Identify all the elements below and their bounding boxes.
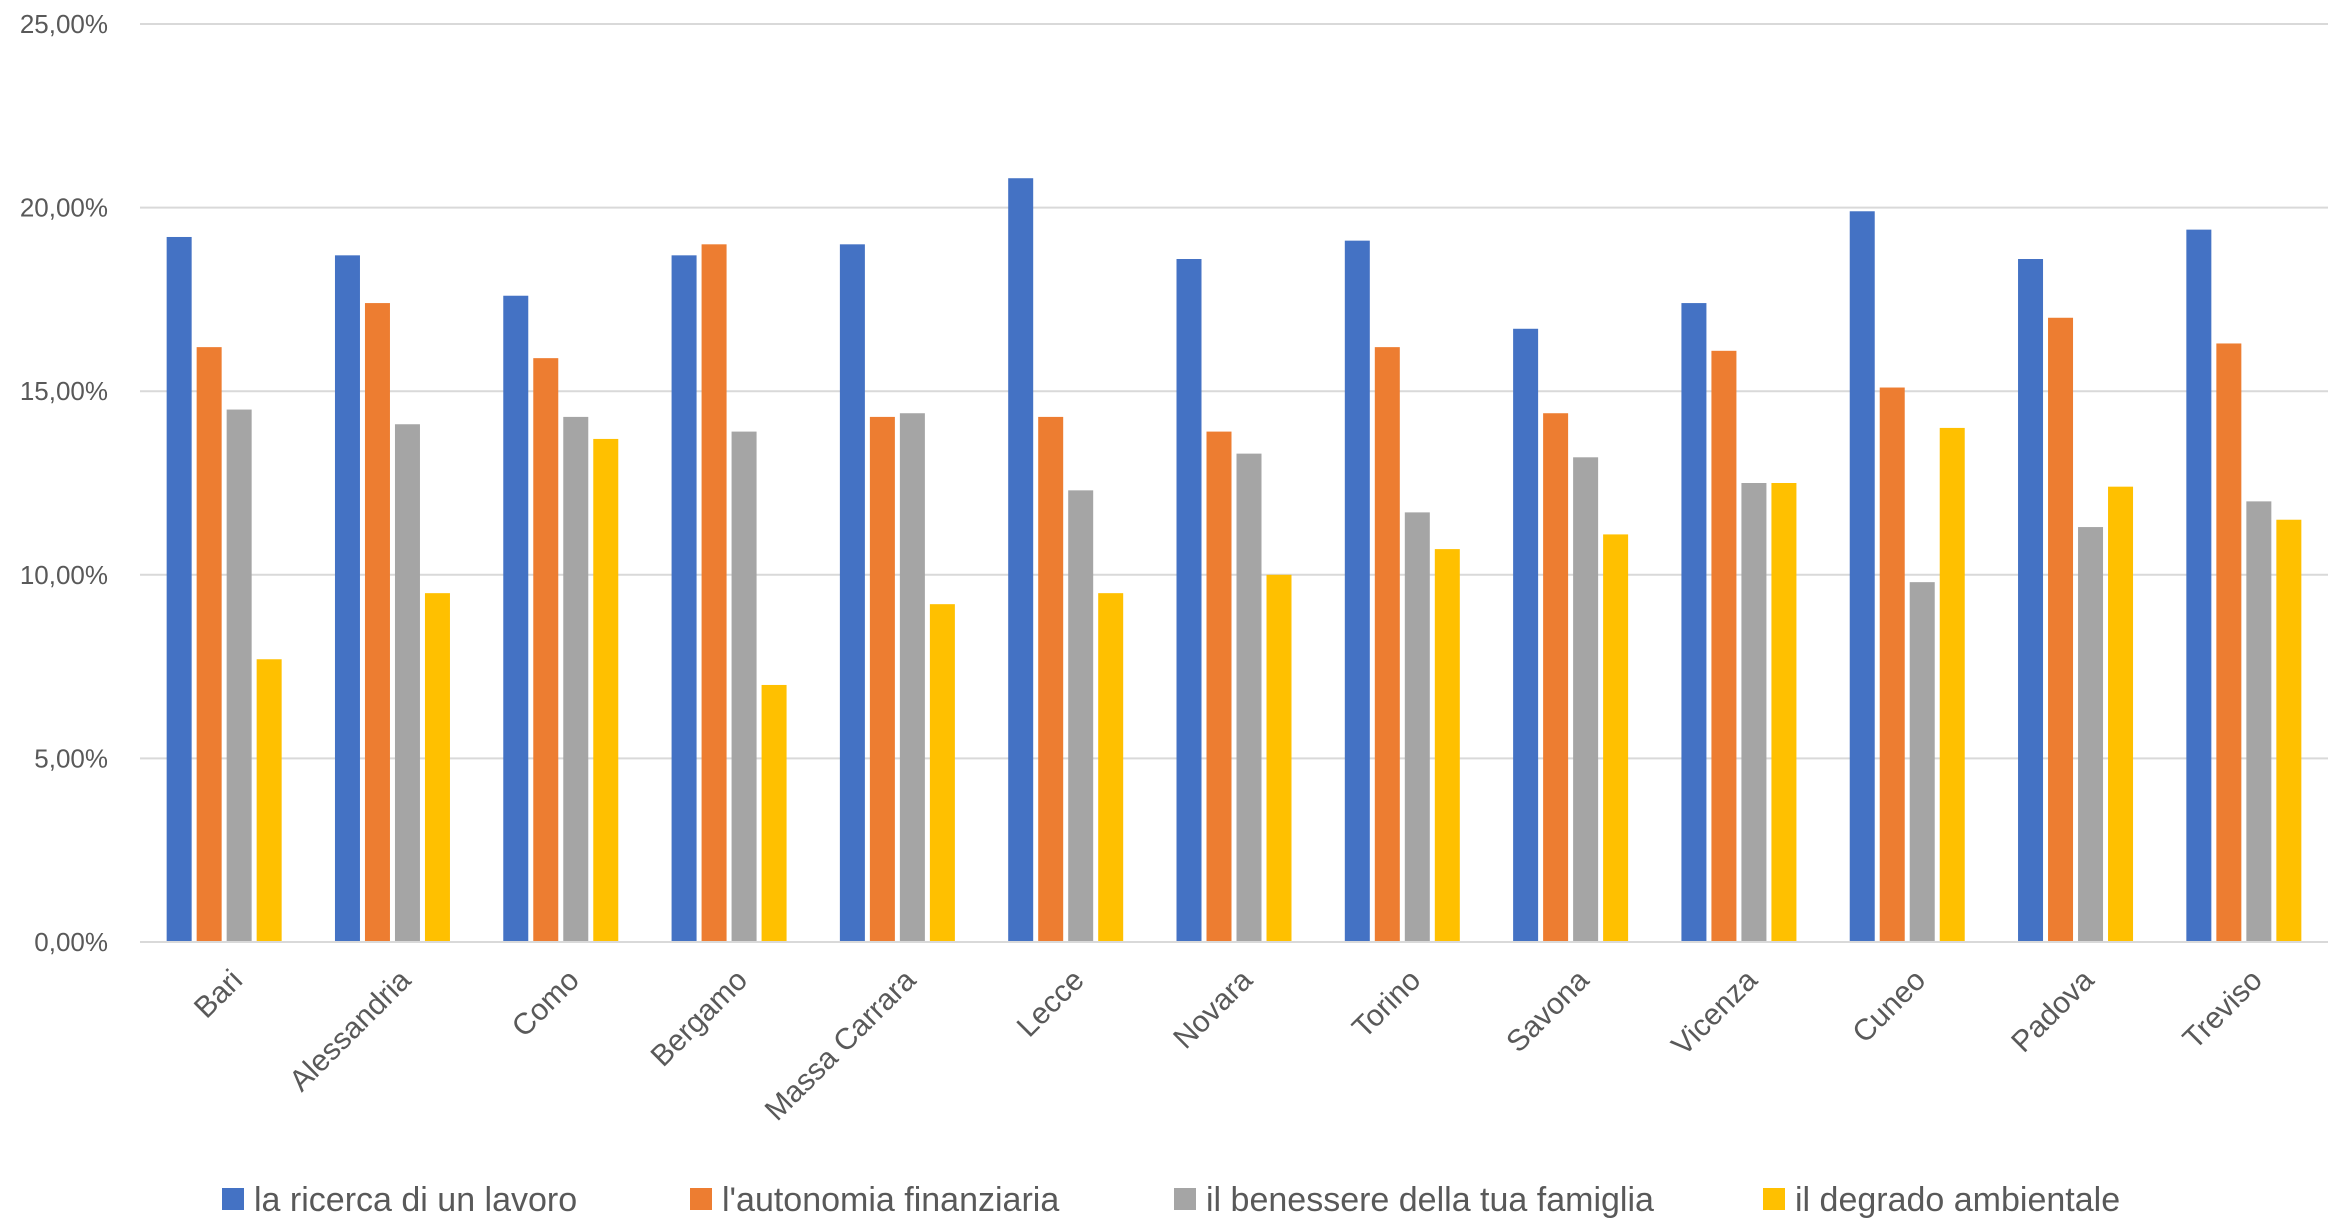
bar [929, 604, 955, 942]
bar [1603, 534, 1629, 942]
bar [671, 255, 697, 942]
y-tick-label: 20,00% [20, 193, 108, 223]
bar [1771, 483, 1797, 942]
bar [2048, 317, 2074, 942]
legend-label: il benessere della tua famiglia [1206, 1181, 1654, 1219]
bar [761, 684, 787, 942]
bar [1434, 549, 1460, 942]
bar [1939, 427, 1965, 942]
legend-swatch [1763, 1188, 1785, 1210]
x-tick-label: Novara [1167, 963, 1259, 1055]
bar [1374, 347, 1400, 942]
gridlines [140, 23, 2328, 760]
bar [1513, 328, 1539, 942]
legend-swatch [690, 1188, 712, 1210]
legend-label: la ricerca di un lavoro [254, 1181, 577, 1219]
bar [1176, 259, 1202, 942]
bar [839, 244, 865, 942]
y-tick-label: 5,00% [34, 743, 108, 773]
y-tick-label: 25,00% [20, 9, 108, 39]
x-tick-label: Savona [1500, 963, 1596, 1059]
bar [1404, 512, 1430, 942]
x-tick-label: Bari [188, 964, 249, 1025]
bar [1573, 457, 1599, 942]
bar [1681, 303, 1707, 942]
bar [334, 255, 360, 942]
legend-swatch [222, 1188, 244, 1210]
bar [869, 416, 895, 942]
bar [533, 358, 559, 943]
bar [593, 438, 619, 942]
bar [2078, 527, 2104, 942]
bar [563, 416, 589, 942]
bar [1236, 453, 1262, 942]
bar [364, 303, 390, 942]
bar [424, 593, 450, 942]
bar [196, 347, 222, 942]
x-tick-label: Alessandria [283, 963, 417, 1097]
y-axis-labels: 0,00% 5,00% 10,00% 15,00% 20,00% 25,00% [20, 9, 108, 957]
x-tick-label: Torino [1346, 964, 1427, 1045]
bar [503, 295, 529, 942]
x-tick-label: Padova [2005, 963, 2101, 1059]
y-tick-label: 10,00% [20, 560, 108, 590]
bar [2186, 229, 2212, 942]
bar [2108, 486, 2134, 942]
bar [1344, 240, 1370, 942]
x-tick-label: Como [506, 964, 586, 1044]
x-tick-label: Treviso [2177, 964, 2269, 1056]
bar [1711, 350, 1737, 943]
bar [899, 413, 925, 942]
bar [2216, 343, 2242, 942]
y-tick-label: 0,00% [34, 927, 108, 957]
bar [2246, 501, 2272, 942]
x-tick-label: Massa Carrara [759, 963, 923, 1127]
bar [1068, 490, 1094, 942]
bar [1879, 387, 1905, 942]
legend-label: l'autonomia finanziaria [722, 1181, 1059, 1219]
y-tick-label: 15,00% [20, 376, 108, 406]
bar [226, 409, 252, 942]
bar [2018, 259, 2044, 942]
bar [1008, 178, 1034, 942]
x-tick-label: Vicenza [1665, 963, 1764, 1062]
bar [1206, 431, 1232, 942]
bar [2276, 519, 2302, 942]
bar [166, 236, 192, 942]
bar [1741, 483, 1767, 942]
bar [394, 424, 420, 942]
bars [166, 178, 2302, 943]
bar [256, 659, 282, 942]
x-tick-label: Cuneo [1846, 964, 1932, 1050]
x-axis-labels: Bari Alessandria Como Bergamo Massa Carrara L… [188, 963, 2269, 1127]
bar [1098, 593, 1124, 942]
bar [1266, 574, 1292, 942]
bar [731, 431, 757, 942]
x-tick-label: Lecce [1011, 964, 1091, 1044]
legend: la ricerca di un lavoro l'autonomia finan… [222, 1181, 2120, 1219]
x-tick-label: Bergamo [645, 964, 754, 1073]
legend-swatch [1174, 1188, 1196, 1210]
bar [701, 244, 727, 942]
bar [1038, 416, 1064, 942]
legend-label: il degrado ambientale [1795, 1181, 2120, 1219]
bar [1909, 582, 1935, 942]
bar [1849, 211, 1875, 943]
bar [1543, 413, 1569, 942]
